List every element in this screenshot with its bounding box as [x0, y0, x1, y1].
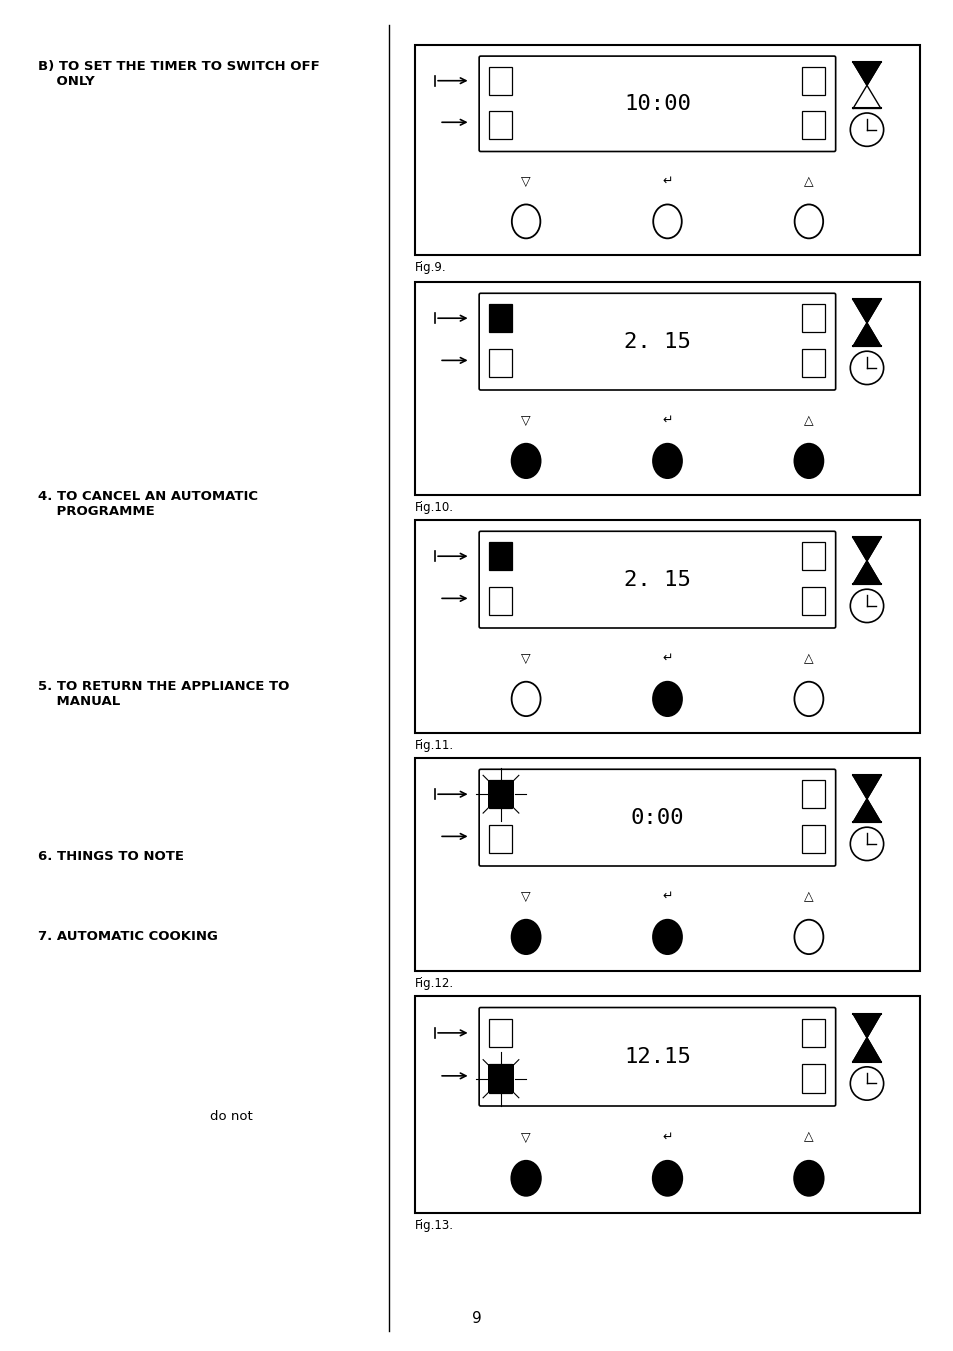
Bar — [415, 45, 919, 255]
Ellipse shape — [511, 1161, 540, 1196]
Polygon shape — [852, 1038, 880, 1062]
Ellipse shape — [653, 443, 681, 478]
Ellipse shape — [653, 920, 681, 954]
Circle shape — [849, 827, 882, 861]
FancyBboxPatch shape — [478, 293, 835, 390]
Text: Fig.11.: Fig.11. — [415, 739, 454, 753]
Bar — [801, 825, 824, 854]
Bar — [489, 1019, 512, 1047]
Ellipse shape — [511, 920, 540, 954]
Text: Fig.10.: Fig.10. — [415, 501, 454, 513]
Ellipse shape — [793, 1161, 822, 1196]
Text: Fig.12.: Fig.12. — [415, 977, 454, 990]
Text: 2. 15: 2. 15 — [623, 331, 690, 351]
Ellipse shape — [794, 682, 822, 716]
Bar — [489, 542, 512, 570]
Bar — [489, 780, 512, 808]
Bar — [489, 588, 512, 615]
FancyBboxPatch shape — [478, 769, 835, 866]
Text: ▽: ▽ — [520, 890, 531, 902]
Bar — [801, 66, 824, 95]
Text: 9: 9 — [472, 1310, 481, 1325]
Polygon shape — [852, 85, 880, 108]
Text: ↵: ↵ — [661, 176, 672, 188]
Text: 10:00: 10:00 — [623, 93, 690, 113]
Ellipse shape — [794, 443, 822, 478]
Text: 2. 15: 2. 15 — [623, 570, 690, 589]
Ellipse shape — [511, 682, 540, 716]
Polygon shape — [852, 62, 880, 85]
Bar — [415, 758, 919, 971]
Bar — [801, 1019, 824, 1047]
Bar — [489, 825, 512, 854]
Bar — [801, 1065, 824, 1093]
Ellipse shape — [652, 1161, 681, 1196]
FancyBboxPatch shape — [478, 1008, 835, 1106]
Ellipse shape — [794, 920, 822, 954]
Text: ▽: ▽ — [520, 413, 531, 427]
Bar — [489, 111, 512, 139]
Text: △: △ — [803, 653, 813, 665]
Bar — [415, 520, 919, 734]
Text: 4. TO CANCEL AN AUTOMATIC
    PROGRAMME: 4. TO CANCEL AN AUTOMATIC PROGRAMME — [38, 490, 258, 517]
Text: Fig.13.: Fig.13. — [415, 1219, 454, 1232]
Bar — [415, 282, 919, 494]
Polygon shape — [852, 561, 880, 585]
Text: 0:00: 0:00 — [630, 808, 683, 828]
FancyBboxPatch shape — [478, 57, 835, 151]
Bar — [415, 996, 919, 1213]
Circle shape — [849, 1067, 882, 1100]
Ellipse shape — [511, 204, 539, 238]
Circle shape — [849, 113, 882, 146]
Polygon shape — [852, 1013, 880, 1038]
Bar — [801, 542, 824, 570]
Polygon shape — [852, 323, 880, 346]
Polygon shape — [852, 775, 880, 798]
Text: ↵: ↵ — [661, 1131, 672, 1143]
Bar — [489, 304, 512, 332]
Text: 12.15: 12.15 — [623, 1047, 690, 1067]
Text: Fig.9.: Fig.9. — [415, 261, 446, 274]
Bar — [801, 349, 824, 377]
Bar — [801, 588, 824, 615]
Bar — [489, 66, 512, 95]
Text: △: △ — [803, 176, 813, 188]
Text: 6. THINGS TO NOTE: 6. THINGS TO NOTE — [38, 850, 184, 863]
Ellipse shape — [511, 443, 540, 478]
Text: ↵: ↵ — [661, 890, 672, 902]
Text: 7. AUTOMATIC COOKING: 7. AUTOMATIC COOKING — [38, 929, 218, 943]
Bar — [489, 349, 512, 377]
Text: △: △ — [803, 413, 813, 427]
Circle shape — [849, 589, 882, 623]
Ellipse shape — [794, 204, 822, 238]
Bar — [801, 304, 824, 332]
Circle shape — [849, 351, 882, 385]
Polygon shape — [852, 538, 880, 561]
Polygon shape — [852, 798, 880, 823]
Text: ▽: ▽ — [520, 176, 531, 188]
Text: ▽: ▽ — [520, 1131, 531, 1143]
Text: ↵: ↵ — [661, 653, 672, 665]
Polygon shape — [852, 300, 880, 323]
Text: B) TO SET THE TIMER TO SWITCH OFF
    ONLY: B) TO SET THE TIMER TO SWITCH OFF ONLY — [38, 59, 319, 88]
Ellipse shape — [653, 682, 681, 716]
FancyBboxPatch shape — [478, 531, 835, 628]
Text: do not: do not — [210, 1111, 253, 1123]
Text: ▽: ▽ — [520, 653, 531, 665]
Text: △: △ — [803, 890, 813, 902]
Bar — [801, 111, 824, 139]
Bar — [488, 1065, 513, 1093]
Text: ↵: ↵ — [661, 413, 672, 427]
Bar — [488, 780, 513, 808]
Bar — [801, 780, 824, 808]
Text: △: △ — [803, 1131, 813, 1143]
Bar — [489, 1065, 512, 1093]
Ellipse shape — [653, 204, 681, 238]
Text: 5. TO RETURN THE APPLIANCE TO
    MANUAL: 5. TO RETURN THE APPLIANCE TO MANUAL — [38, 680, 289, 708]
